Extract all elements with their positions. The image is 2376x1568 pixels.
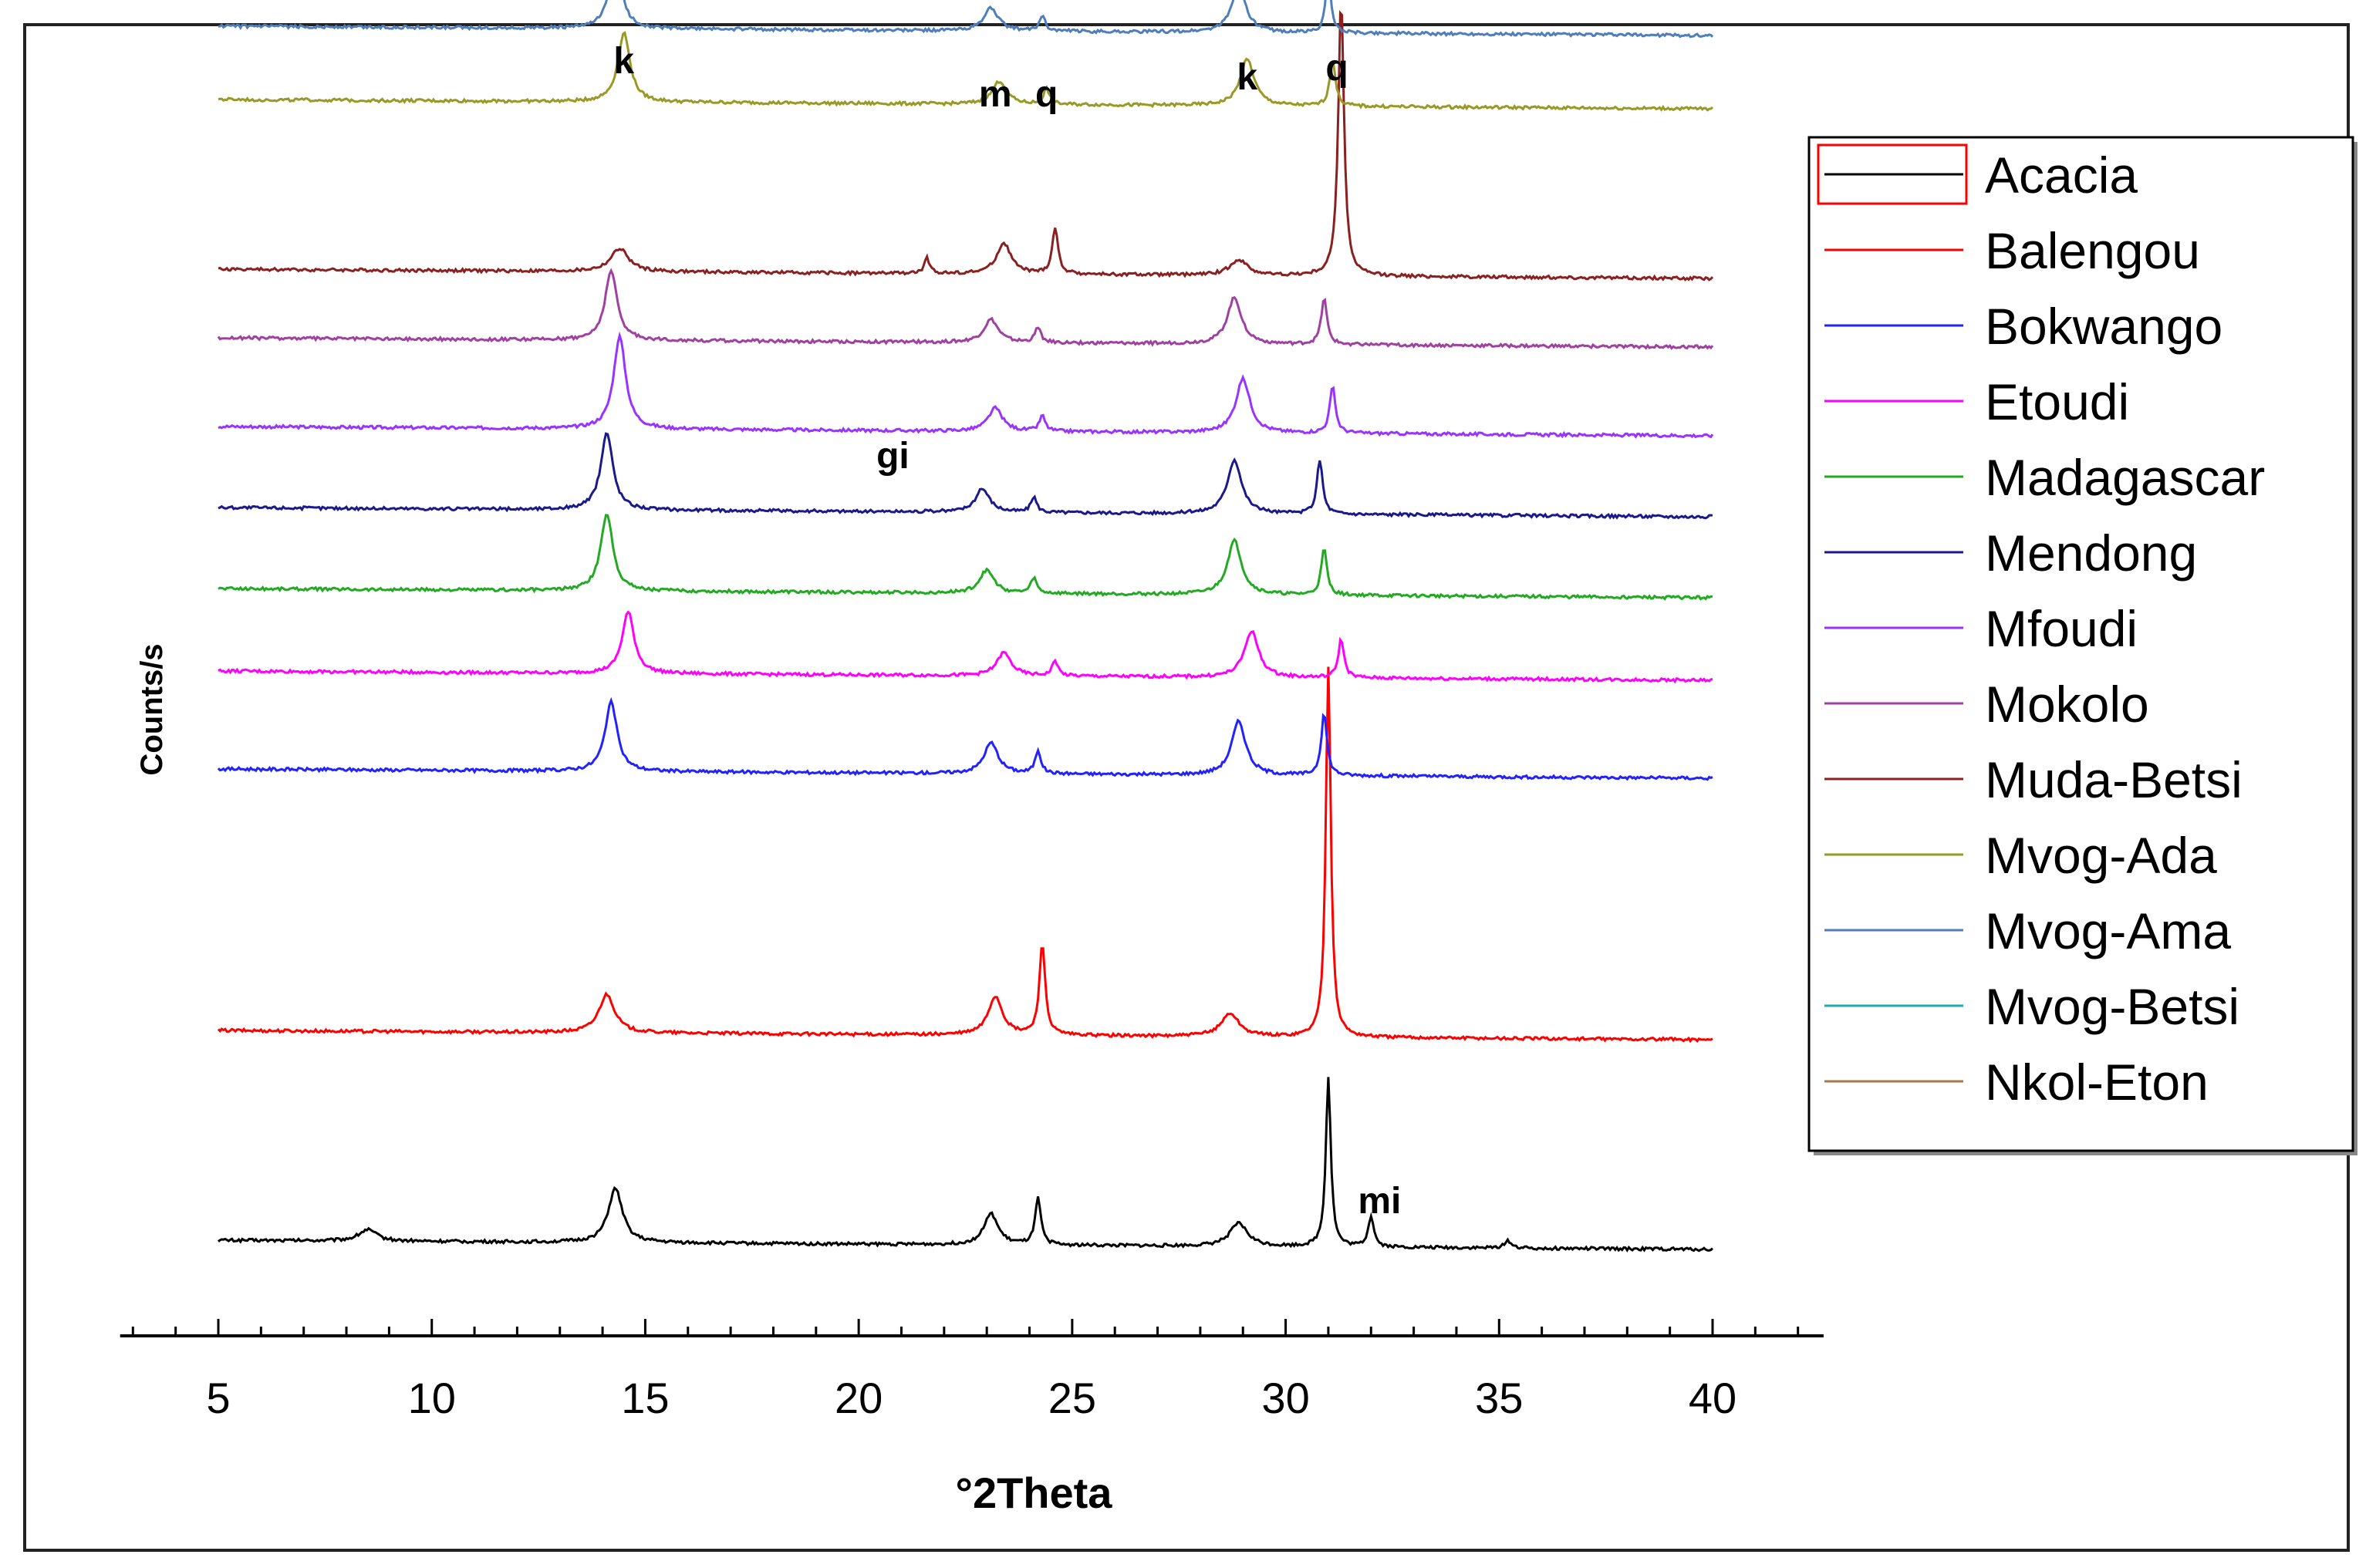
series-line-mvog-ama [218,0,1714,39]
x-tick-label: 10 [408,1374,456,1422]
annotation-m: m [979,74,1012,115]
series-layer [217,0,1714,1253]
series-line-balengou [217,666,1713,1044]
series-line-mokolo [217,268,1714,350]
legend-label: Etoudi [1985,373,2129,430]
legend-label: Nkol-Eton [1985,1054,2209,1111]
legend-box [1807,136,2354,1152]
x-tick-label: 35 [1475,1374,1523,1422]
annotation-k: k [1237,57,1257,98]
legend-label: Mendong [1985,524,2197,582]
annotation-mi: mi [1358,1181,1401,1222]
x-tick-label: 25 [1048,1374,1096,1422]
series-line-mvog-ada [218,31,1714,112]
x-tick-label: 40 [1689,1374,1736,1422]
series-line-mendong [218,432,1713,520]
x-axis: 5 10 15 20 25 30 35 40 [120,1319,1824,1422]
y-axis-label: Counts/s [135,643,169,775]
legend-label: Acacia [1985,147,2138,204]
x-tick-label: 20 [835,1374,883,1422]
legend-label: Mvog-Ama [1985,902,2231,959]
legend-label: Mokolo [1985,676,2149,733]
annotation-q: q [1035,74,1058,115]
series-line-acacia [218,1077,1713,1253]
legend: Acacia Balengou Bokwango Etoudi Madagascar Me… [1807,136,2357,1155]
x-axis-label: °2Theta [956,1469,1113,1517]
x-tick-label: 5 [206,1374,230,1422]
series-line-mfoudi [218,331,1714,439]
legend-label: Muda-Betsi [1985,751,2243,808]
legend-label: Madagascar [1985,449,2265,506]
annotation-gi: gi [876,436,910,477]
series-line-muda-betsi [218,10,1714,282]
legend-highlight [1817,143,1968,205]
x-tick-label: 15 [621,1374,669,1422]
annotation-k: k [613,41,634,82]
x-tick-label: 30 [1261,1374,1309,1422]
series-line-bokwango [217,696,1713,781]
legend-label: Mvog-Ada [1985,827,2217,884]
series-line-etoudi [218,610,1713,684]
legend-label: Bokwango [1985,298,2222,355]
legend-label: Mvog-Betsi [1985,978,2239,1035]
annotation-q: q [1325,48,1348,89]
legend-label: Balengou [1985,222,2200,279]
legend-label: Mfoudi [1985,600,2138,657]
series-line-madagascar [218,514,1713,601]
